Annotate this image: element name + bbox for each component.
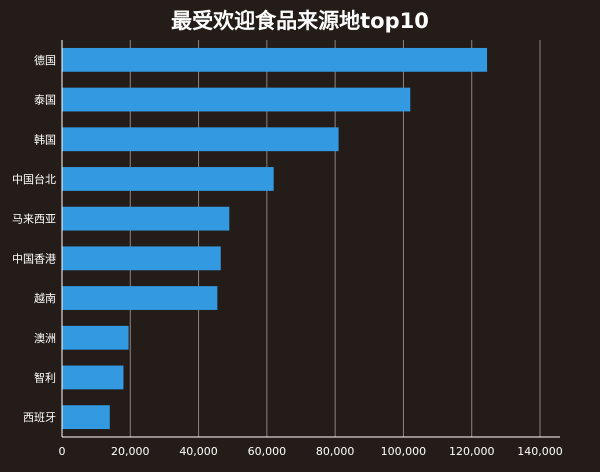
category-label: 中国香港 bbox=[12, 252, 56, 265]
chart-title: 最受欢迎食品来源地top10 bbox=[171, 9, 429, 33]
category-label: 中国台北 bbox=[12, 172, 56, 186]
category-label: 泰国 bbox=[34, 93, 56, 107]
category-label: 西班牙 bbox=[23, 411, 56, 424]
x-tick-label: 120,000 bbox=[449, 445, 495, 458]
bar-9 bbox=[62, 405, 110, 430]
x-tick-label: 60,000 bbox=[248, 445, 287, 458]
category-label: 德国 bbox=[34, 53, 56, 67]
x-tick-label: 40,000 bbox=[179, 445, 218, 458]
x-tick-label: 140,000 bbox=[517, 445, 563, 458]
category-label: 澳洲 bbox=[34, 332, 56, 345]
category-label: 越南 bbox=[34, 291, 56, 305]
bar-0 bbox=[62, 47, 488, 72]
bar-4 bbox=[62, 206, 230, 231]
x-tick-label: 80,000 bbox=[316, 445, 355, 458]
bar-5 bbox=[62, 246, 221, 271]
bar-8 bbox=[62, 365, 124, 390]
x-tick-label: 20,000 bbox=[111, 445, 150, 458]
category-label: 马来西亚 bbox=[12, 213, 56, 226]
bar-2 bbox=[62, 127, 339, 152]
bars bbox=[62, 47, 488, 430]
category-label: 智利 bbox=[34, 370, 56, 384]
bar-3 bbox=[62, 167, 274, 191]
category-label: 韩国 bbox=[34, 132, 56, 146]
axes bbox=[61, 40, 560, 438]
x-tick-label: 0 bbox=[59, 445, 66, 458]
bar-6 bbox=[62, 286, 218, 310]
x-tick-label: 100,000 bbox=[381, 445, 427, 458]
bar-1 bbox=[62, 87, 411, 112]
bar-7 bbox=[62, 325, 129, 350]
labels: 0 20,000 40,000 60,000 80,000 100,000 120,000 1… bbox=[12, 53, 563, 458]
